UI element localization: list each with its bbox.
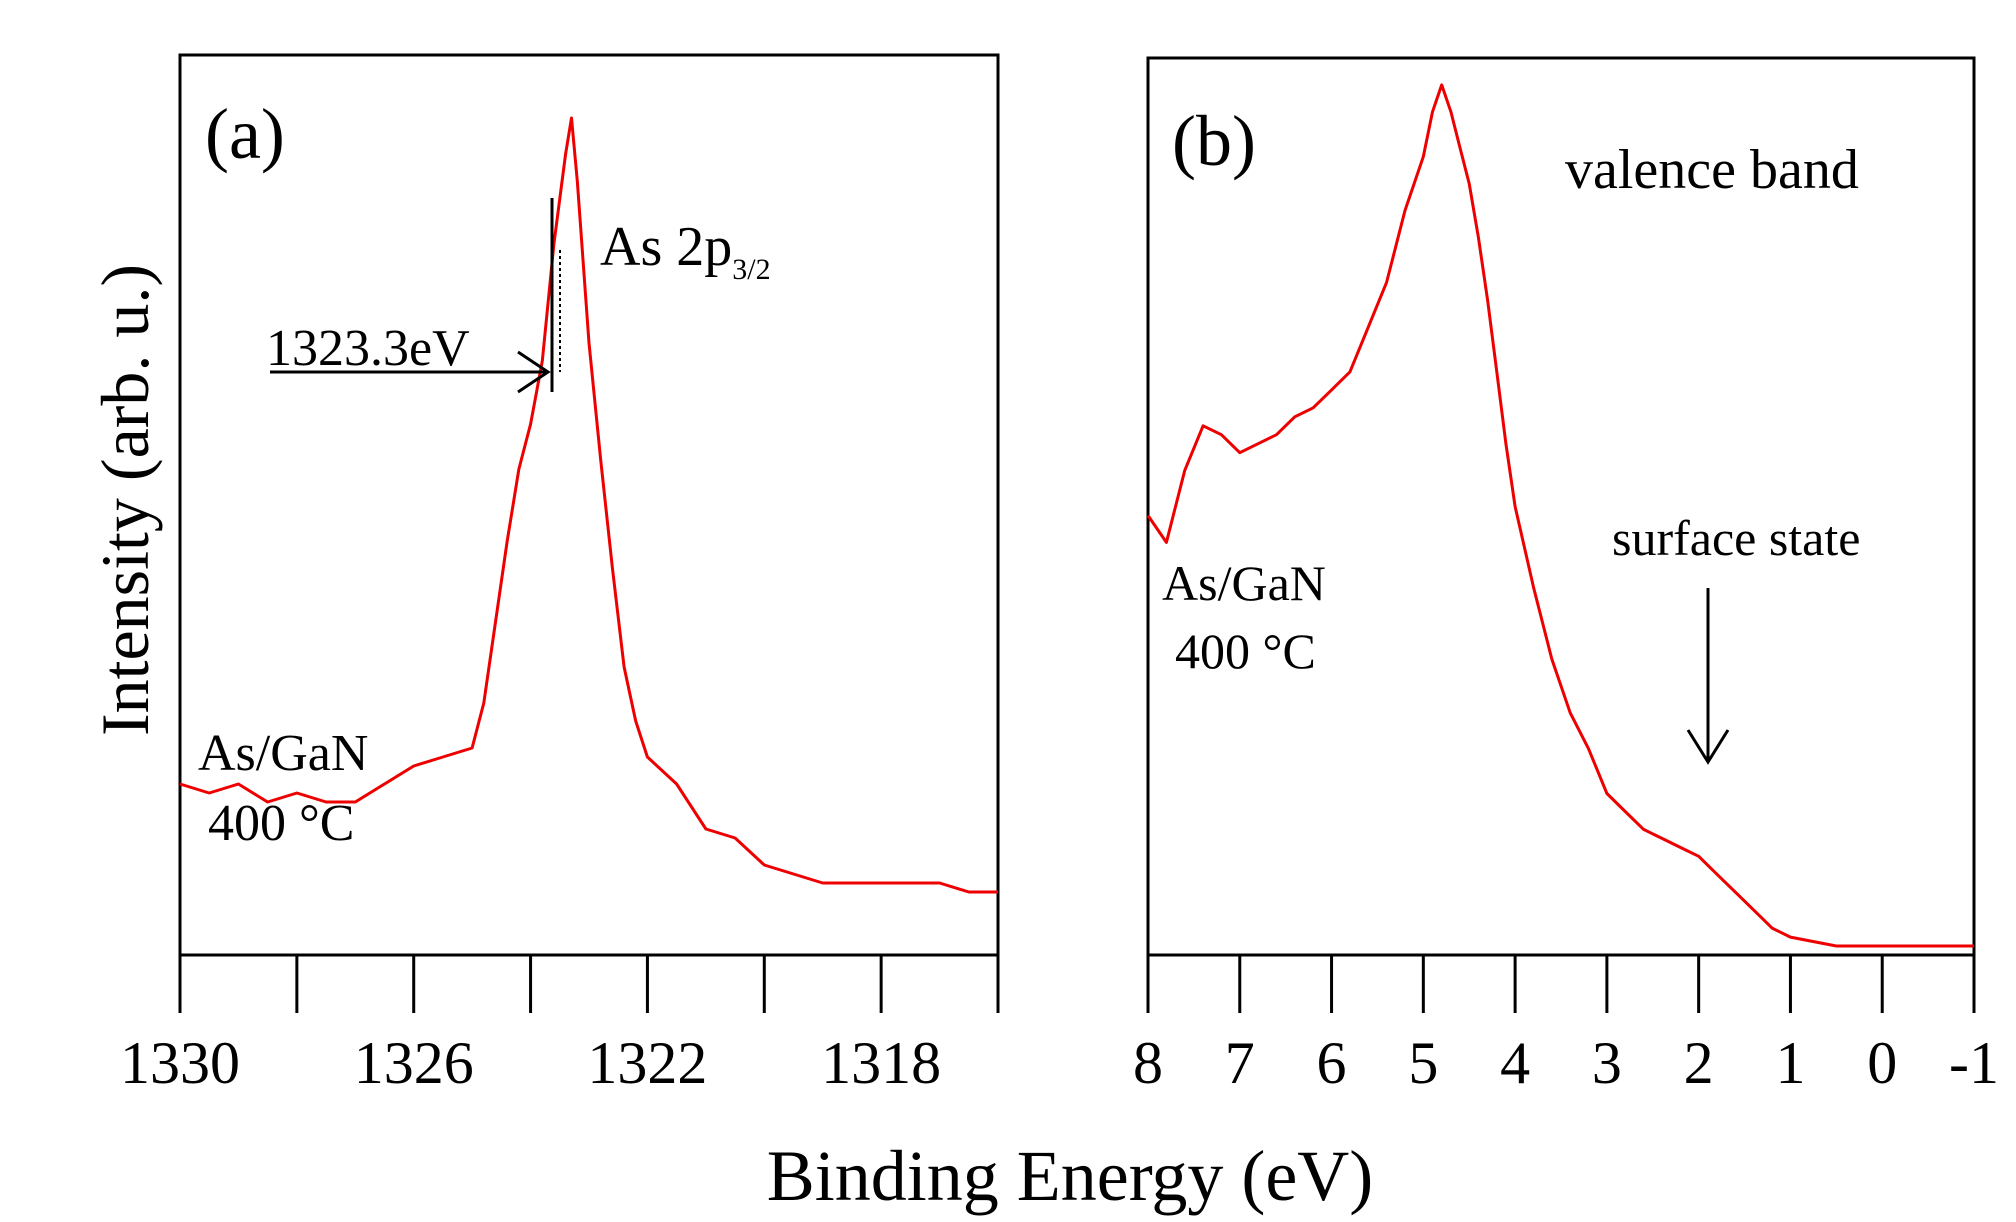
panel-a-series-line xyxy=(179,116,998,894)
panel-a-label: (a) xyxy=(205,94,285,174)
panel-b-temperature-label: 400 °C xyxy=(1175,623,1316,679)
panel-b-x-tick-label: 6 xyxy=(1317,1030,1347,1096)
panel-b-sample-label: As/GaN xyxy=(1162,555,1326,611)
panel-b-surface-state-label: surface state xyxy=(1612,510,1860,566)
panel-a-x-tick-label: 1326 xyxy=(354,1030,474,1096)
panel-a-title: As 2p3/2 xyxy=(600,216,771,286)
panel-a-x-tick-labels: 1330 1326 1322 1318 xyxy=(120,1030,941,1096)
panel-b-x-tick-label: 2 xyxy=(1684,1030,1714,1096)
panel-b-x-tick-label: 0 xyxy=(1867,1030,1897,1096)
panel-b-frame xyxy=(1146,56,1976,957)
panel-b-surface-state-arrow-head xyxy=(1686,729,1730,765)
panel-a: 1330 1326 1322 1318 (a) As 2p3/2 1323.3eV A… xyxy=(120,53,1000,1096)
panel-a-peak-annotation: 1323.3eV xyxy=(266,320,470,377)
panel-a-title-subscript: 3/2 xyxy=(732,253,770,286)
panel-b-x-ticks xyxy=(1146,955,1976,1013)
panel-b-x-tick-label: 5 xyxy=(1408,1030,1438,1096)
x-axis-label: Binding Energy (eV) xyxy=(767,1136,1374,1216)
panel-a-x-tick-label: 1318 xyxy=(821,1030,941,1096)
panel-a-sample-label: As/GaN xyxy=(198,725,368,782)
y-axis-label: Intensity (arb. u.) xyxy=(87,264,163,736)
panel-b-x-tick-label: 1 xyxy=(1775,1030,1805,1096)
panel-b-title: valence band xyxy=(1565,139,1859,201)
panel-a-x-tick-label: 1322 xyxy=(587,1030,707,1096)
panel-a-x-ticks xyxy=(178,955,1000,1013)
panel-b-x-tick-label: 7 xyxy=(1225,1030,1255,1096)
panel-b-label: (b) xyxy=(1172,101,1256,181)
panel-b-series-line xyxy=(1146,83,1974,948)
panel-b-x-tick-label: -1 xyxy=(1949,1030,1999,1096)
panel-b-x-tick-label: 3 xyxy=(1592,1030,1622,1096)
panel-b-x-tick-labels: 8 7 6 5 4 3 2 1 0 -1 xyxy=(1133,1030,1999,1096)
panel-a-x-tick-label: 1330 xyxy=(120,1030,240,1096)
panel-a-title-main: As 2p xyxy=(600,216,732,278)
panel-b-x-tick-label: 4 xyxy=(1500,1030,1530,1096)
panel-a-peak-arrow-head xyxy=(517,350,551,394)
panel-a-temperature-label: 400 °C xyxy=(208,795,354,852)
panel-b: 8 7 6 5 4 3 2 1 0 -1 (b) valence band surface sta… xyxy=(1133,56,1999,1096)
panel-a-frame xyxy=(178,53,1000,957)
panel-b-x-tick-label: 8 xyxy=(1133,1030,1163,1096)
